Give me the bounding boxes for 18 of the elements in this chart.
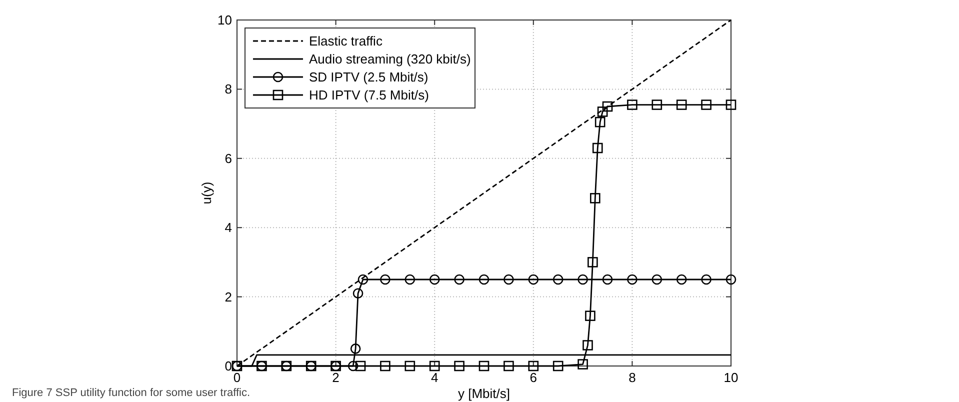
x-tick-label: 8 — [628, 370, 636, 385]
y-tick-label: 10 — [218, 12, 232, 28]
legend-label: Audio streaming (320 kbit/s) — [309, 52, 471, 66]
y-tick-label: 0 — [224, 358, 232, 374]
y-tick-label: 4 — [224, 220, 232, 236]
legend-label: SD IPTV (2.5 Mbit/s) — [309, 70, 428, 84]
y-tick-label: 6 — [224, 150, 232, 166]
x-axis-title: y [Mbit/s] — [458, 386, 510, 401]
y-axis-title: u(y) — [199, 182, 214, 204]
y-tick-label: 8 — [224, 82, 232, 97]
legend-label: Elastic traffic — [309, 34, 383, 48]
legend-label: HD IPTV (7.5 Mbit/s) — [309, 88, 429, 102]
caption: Figure 7 SSP utility function for some user traffic. — [12, 387, 250, 399]
x-tick-label: 4 — [430, 370, 438, 385]
x-tick-label: 10 — [724, 370, 738, 385]
y-tick-label: 2 — [224, 289, 232, 304]
x-tick-label: 2 — [332, 370, 340, 385]
x-tick-label: 6 — [530, 370, 538, 385]
